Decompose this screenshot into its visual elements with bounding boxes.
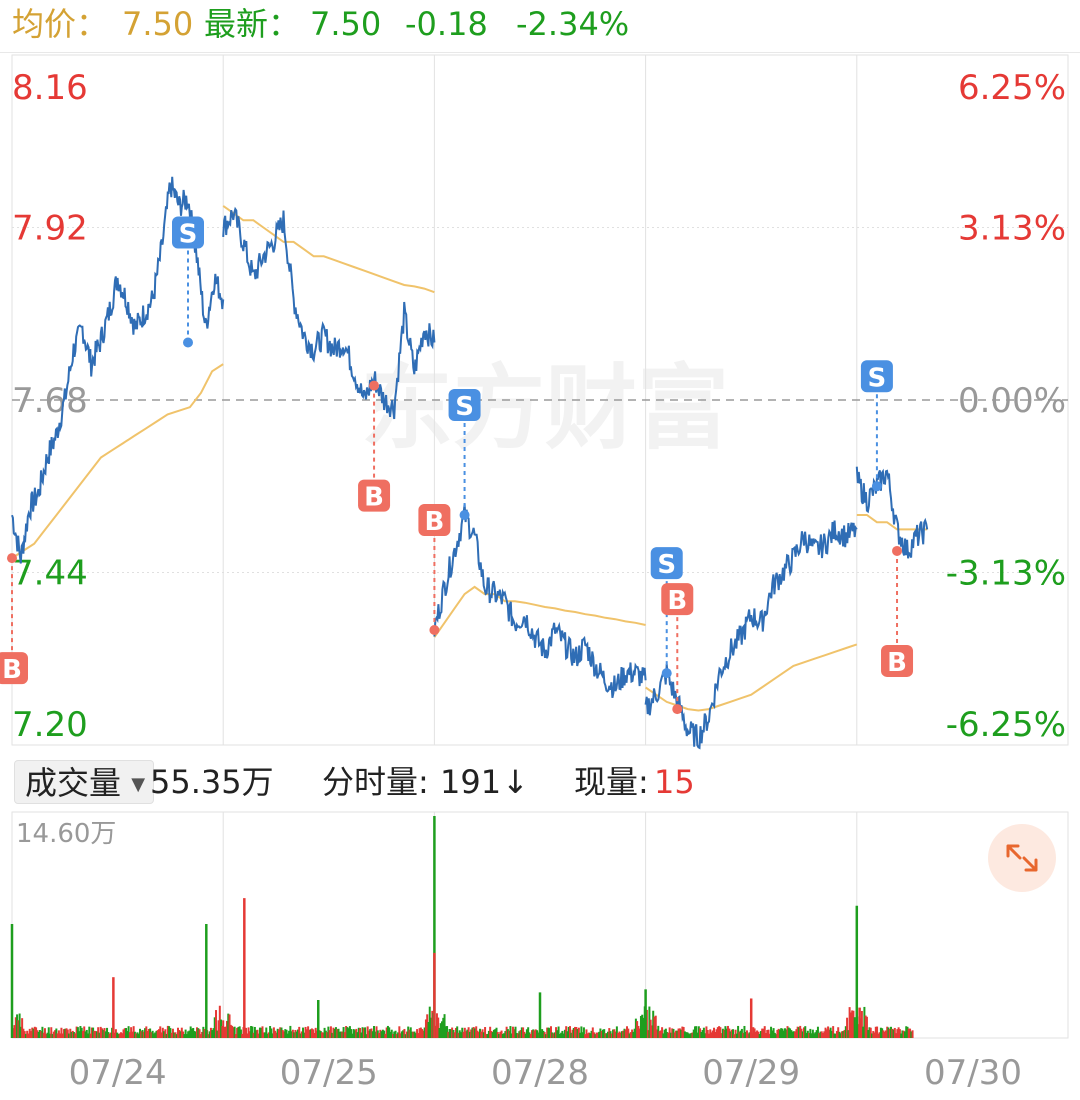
price-line xyxy=(222,206,436,420)
volume-select-label: 成交量 xyxy=(25,764,122,802)
caret-down-icon: ▼ xyxy=(131,774,146,795)
volume-max-label: 14.60万 xyxy=(16,819,116,849)
buy-marker-dot xyxy=(892,545,903,556)
sell-marker-label: S xyxy=(455,392,474,422)
sell-marker-badge xyxy=(448,389,481,421)
tick-volume-value: 191 xyxy=(440,763,502,801)
average-price-line xyxy=(222,205,435,294)
buy-marker-badge xyxy=(0,652,28,685)
total-volume: 55.35万 xyxy=(150,763,274,801)
sell-marker-label: S xyxy=(868,363,887,393)
sell-marker-dot xyxy=(661,668,672,679)
sell-marker-dot xyxy=(871,481,882,492)
buy-marker-label: B xyxy=(887,648,907,678)
y-tick-label-left: 7.20 xyxy=(12,705,88,745)
expand-button xyxy=(988,824,1056,892)
latest-price-value: 7.50 xyxy=(310,5,382,43)
y-tick-label-right: 0.00% xyxy=(958,381,1066,421)
avg-price-label: 均价： xyxy=(12,5,109,43)
x-tick-label: 07/30 xyxy=(924,1053,1022,1093)
y-tick-label-left: 7.44 xyxy=(12,554,88,594)
sell-marker-label: S xyxy=(657,550,676,580)
buy-marker-dot xyxy=(429,625,440,635)
average-price-line xyxy=(11,363,224,559)
quote-header: 均价： 7.50 最新： 7.50 -0.18 -2.34% xyxy=(0,0,1080,53)
y-tick-label-right: -3.13% xyxy=(946,554,1066,594)
sell-marker-dot xyxy=(183,337,193,348)
buy-marker-label: B xyxy=(424,507,444,537)
price-line xyxy=(433,503,647,698)
buy-marker-label: B xyxy=(667,586,687,616)
price-line xyxy=(855,466,929,559)
volume-indicator-select[interactable]: 成交量 ▼ xyxy=(14,760,155,804)
sell-marker-badge xyxy=(650,547,683,580)
sell-marker-label: S xyxy=(179,220,198,250)
buy-marker-label: B xyxy=(2,655,22,685)
tick-volume-label: 分时量: xyxy=(322,763,429,801)
buy-marker-dot xyxy=(369,380,380,391)
y-tick-label-left: 7.92 xyxy=(12,209,88,249)
y-tick-label-left: 8.16 xyxy=(12,68,88,108)
latest-price-label: 最新： xyxy=(204,5,301,43)
sell-marker-badge xyxy=(172,216,204,249)
buy-marker-badge xyxy=(661,583,694,616)
x-tick-label: 07/28 xyxy=(491,1053,589,1093)
y-tick-label-right: -6.25% xyxy=(946,705,1066,745)
y-tick-label-right: 6.25% xyxy=(958,68,1066,108)
average-price-line xyxy=(433,585,646,638)
volume-toolbar: 成交量 ▼ 55.35万 分时量: 191 ↓ 现量: 15 xyxy=(0,752,1080,812)
buy-marker-dot xyxy=(7,553,17,564)
current-volume-value: 15 xyxy=(654,763,695,801)
y-tick-label-right: 3.13% xyxy=(958,209,1066,249)
buy-marker-dot xyxy=(672,704,683,715)
buy-marker-label: B xyxy=(364,483,384,513)
price-line xyxy=(11,176,225,564)
price-change: -0.18 xyxy=(405,5,488,43)
expand-arrows-icon xyxy=(1006,844,1038,872)
watermark-logo: 东方财富 xyxy=(361,355,729,462)
x-tick-label: 07/25 xyxy=(280,1053,378,1093)
x-tick-label: 07/24 xyxy=(69,1053,167,1093)
sell-marker-badge xyxy=(860,360,893,393)
sell-marker-dot xyxy=(459,510,470,520)
tick-volume-arrow: ↓ xyxy=(502,763,529,801)
current-volume-label: 现量: xyxy=(574,763,649,801)
buy-marker-badge xyxy=(418,504,451,536)
x-tick-label: 07/29 xyxy=(702,1053,800,1093)
buy-marker-badge xyxy=(358,479,391,512)
avg-price-value: 7.50 xyxy=(122,5,194,43)
y-tick-label-left: 7.68 xyxy=(12,381,88,421)
price-change-percent: -2.34% xyxy=(516,5,630,43)
buy-marker-badge xyxy=(881,644,914,677)
